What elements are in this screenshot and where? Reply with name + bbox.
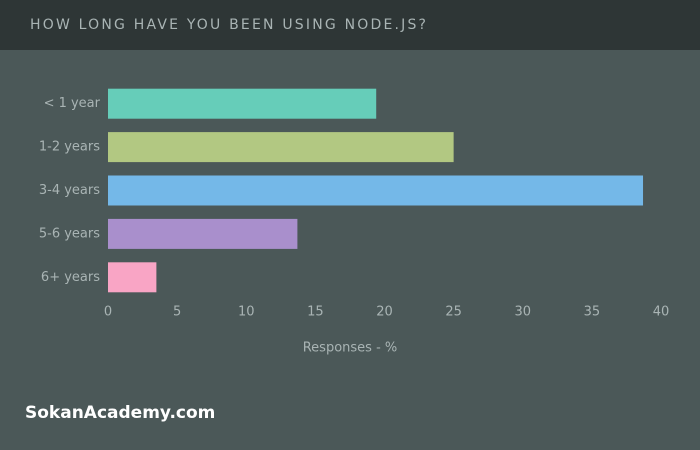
y-tick-label: 3-4 years: [39, 183, 100, 198]
watermark: SokanAcademy.com: [25, 403, 215, 423]
x-tick-label: 0: [104, 305, 112, 320]
x-tick-label: 25: [445, 305, 462, 320]
bar: [108, 88, 377, 119]
chart-title: HOW LONG HAVE YOU BEEN USING NODE.JS?: [30, 17, 428, 33]
y-tick-label: 5-6 years: [39, 226, 100, 241]
bar: [108, 132, 454, 163]
bar: [108, 262, 157, 293]
bar: [108, 218, 298, 249]
bar: [108, 175, 644, 206]
x-tick-label: 30: [514, 305, 531, 320]
x-axis-label: Responses - %: [303, 341, 398, 356]
x-tick-label: 20: [376, 305, 393, 320]
x-tick-label: 5: [173, 305, 181, 320]
header-bar: [0, 0, 700, 50]
y-tick-label: < 1 year: [44, 96, 101, 111]
y-tick-label: 1-2 years: [39, 140, 100, 155]
x-tick-label: 10: [238, 305, 255, 320]
x-tick-label: 40: [653, 305, 670, 320]
y-tick-label: 6+ years: [41, 270, 100, 285]
x-tick-label: 35: [584, 305, 601, 320]
x-tick-label: 15: [307, 305, 324, 320]
